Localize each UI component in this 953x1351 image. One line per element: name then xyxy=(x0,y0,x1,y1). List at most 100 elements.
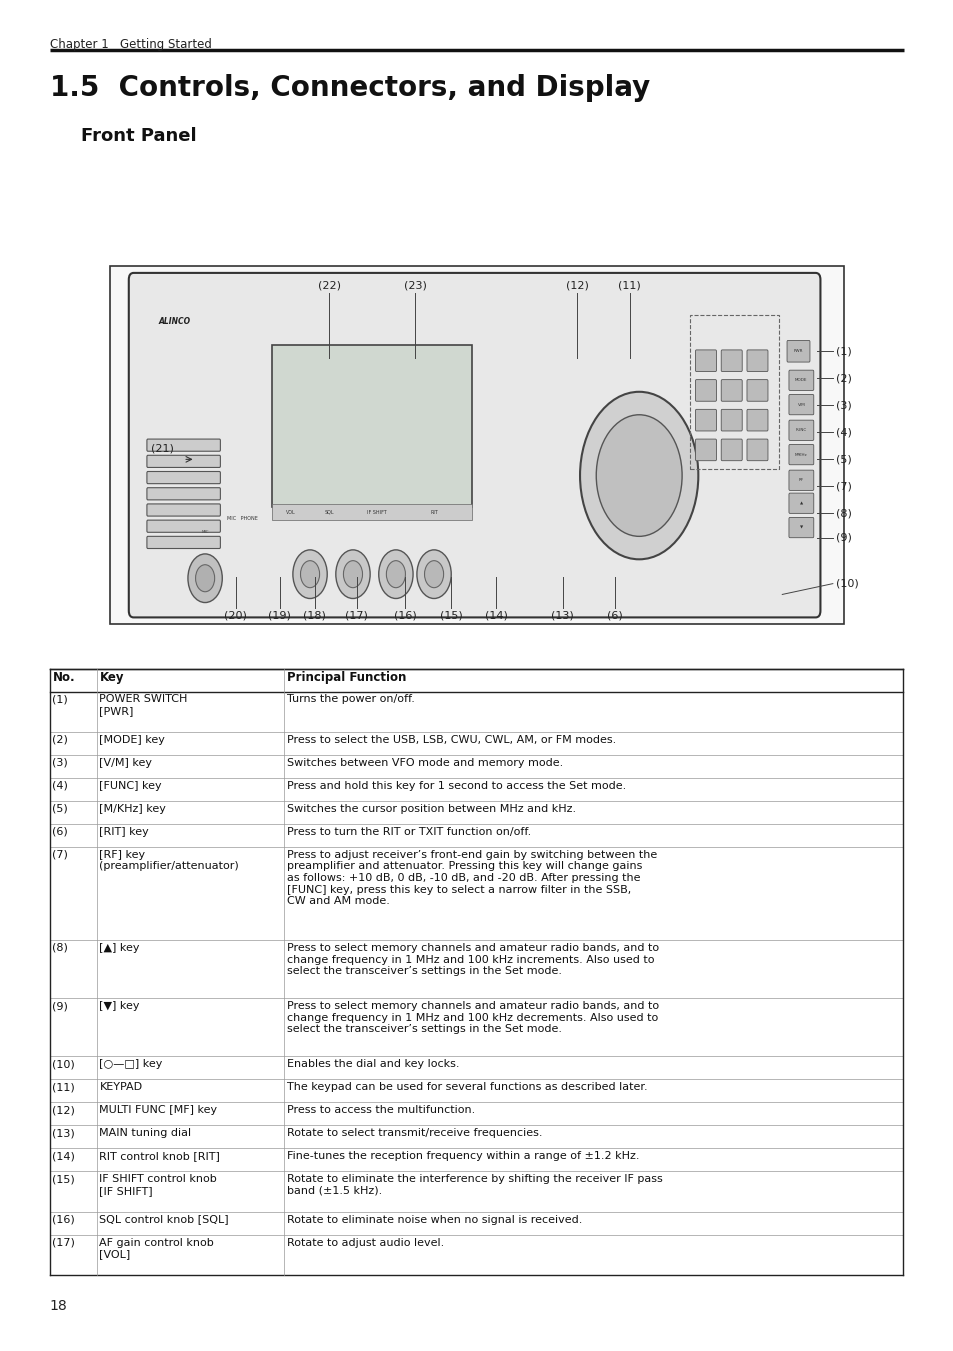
Circle shape xyxy=(343,561,362,588)
FancyBboxPatch shape xyxy=(695,439,716,461)
Text: [M/KHz] key: [M/KHz] key xyxy=(99,804,166,813)
FancyBboxPatch shape xyxy=(720,350,741,372)
Text: RIT control knob [RIT]: RIT control knob [RIT] xyxy=(99,1151,220,1161)
Text: Rotate to eliminate the interference by shifting the receiver IF pass
band (±1.5: Rotate to eliminate the interference by … xyxy=(287,1174,662,1196)
Text: PWR: PWR xyxy=(793,350,802,353)
Text: (2): (2) xyxy=(52,735,69,744)
Text: (15): (15) xyxy=(52,1174,75,1183)
Text: IF SHIFT: IF SHIFT xyxy=(367,509,386,515)
Text: POWER SWITCH
[PWR]: POWER SWITCH [PWR] xyxy=(99,694,188,716)
Text: MULTI FUNC [MF] key: MULTI FUNC [MF] key xyxy=(99,1105,217,1115)
FancyBboxPatch shape xyxy=(788,370,813,390)
Text: Switches the cursor position between MHz and kHz.: Switches the cursor position between MHz… xyxy=(287,804,576,813)
FancyBboxPatch shape xyxy=(746,409,767,431)
Text: MODE: MODE xyxy=(794,378,807,382)
FancyBboxPatch shape xyxy=(788,470,813,490)
Circle shape xyxy=(195,565,214,592)
Circle shape xyxy=(188,554,222,603)
Text: Press to select memory channels and amateur radio bands, and to
change frequency: Press to select memory channels and amat… xyxy=(287,1001,659,1035)
Circle shape xyxy=(386,561,405,588)
Text: (9): (9) xyxy=(835,532,851,543)
Text: (8): (8) xyxy=(52,943,69,952)
FancyBboxPatch shape xyxy=(147,439,220,451)
Text: (11): (11) xyxy=(618,281,640,290)
FancyBboxPatch shape xyxy=(746,439,767,461)
Text: 1.5  Controls, Connectors, and Display: 1.5 Controls, Connectors, and Display xyxy=(50,74,649,103)
Circle shape xyxy=(300,561,319,588)
Text: SQL: SQL xyxy=(324,509,334,515)
FancyBboxPatch shape xyxy=(147,488,220,500)
Circle shape xyxy=(596,415,681,536)
Text: (16): (16) xyxy=(394,611,416,620)
Text: (9): (9) xyxy=(52,1001,69,1011)
FancyBboxPatch shape xyxy=(788,493,813,513)
Text: RIT: RIT xyxy=(430,509,437,515)
Text: AF gain control knob
[VOL]: AF gain control knob [VOL] xyxy=(99,1238,214,1259)
FancyBboxPatch shape xyxy=(147,455,220,467)
FancyBboxPatch shape xyxy=(788,420,813,440)
FancyBboxPatch shape xyxy=(129,273,820,617)
Text: Press to select memory channels and amateur radio bands, and to
change frequency: Press to select memory channels and amat… xyxy=(287,943,659,977)
Text: (10): (10) xyxy=(52,1059,75,1069)
Text: VOL: VOL xyxy=(286,509,295,515)
Circle shape xyxy=(378,550,413,598)
Text: [▲] key: [▲] key xyxy=(99,943,140,952)
FancyBboxPatch shape xyxy=(788,517,813,538)
Text: [▼] key: [▼] key xyxy=(99,1001,140,1011)
Text: (5): (5) xyxy=(835,454,851,465)
FancyBboxPatch shape xyxy=(695,380,716,401)
FancyBboxPatch shape xyxy=(147,504,220,516)
FancyBboxPatch shape xyxy=(695,409,716,431)
Text: (8): (8) xyxy=(835,508,851,519)
Text: Rotate to eliminate noise when no signal is received.: Rotate to eliminate noise when no signal… xyxy=(287,1215,582,1224)
Text: Press to adjust receiver’s front-end gain by switching between the
preamplifier : Press to adjust receiver’s front-end gai… xyxy=(287,850,657,907)
Text: ALINCO: ALINCO xyxy=(158,317,191,326)
FancyBboxPatch shape xyxy=(788,394,813,415)
Circle shape xyxy=(335,550,370,598)
FancyBboxPatch shape xyxy=(746,350,767,372)
Text: Turns the power on/off.: Turns the power on/off. xyxy=(287,694,415,704)
Text: (3): (3) xyxy=(52,758,69,767)
Text: Chapter 1   Getting Started: Chapter 1 Getting Started xyxy=(50,38,212,51)
FancyBboxPatch shape xyxy=(720,409,741,431)
Bar xyxy=(272,504,472,520)
Text: (14): (14) xyxy=(484,611,507,620)
Text: Switches between VFO mode and memory mode.: Switches between VFO mode and memory mod… xyxy=(287,758,563,767)
Text: [FUNC] key: [FUNC] key xyxy=(99,781,162,790)
FancyBboxPatch shape xyxy=(695,350,716,372)
Text: (17): (17) xyxy=(52,1238,75,1247)
FancyBboxPatch shape xyxy=(272,345,472,507)
Text: (13): (13) xyxy=(551,611,574,620)
FancyBboxPatch shape xyxy=(786,340,809,362)
Text: M/KHz: M/KHz xyxy=(794,453,807,457)
Text: [RF] key
(preamplifier/attenuator): [RF] key (preamplifier/attenuator) xyxy=(99,850,239,871)
Text: ▼: ▼ xyxy=(799,526,802,530)
Text: Key: Key xyxy=(99,671,124,685)
Text: [○—□] key: [○—□] key xyxy=(99,1059,163,1069)
FancyBboxPatch shape xyxy=(147,471,220,484)
Text: (6): (6) xyxy=(607,611,622,620)
Text: MIC: MIC xyxy=(201,531,209,534)
Text: MAIN tuning dial: MAIN tuning dial xyxy=(99,1128,192,1138)
Text: (2): (2) xyxy=(835,373,851,384)
Circle shape xyxy=(293,550,327,598)
Text: KEYPAD: KEYPAD xyxy=(99,1082,142,1092)
Circle shape xyxy=(579,392,698,559)
Text: (11): (11) xyxy=(52,1082,75,1092)
FancyBboxPatch shape xyxy=(147,520,220,532)
Text: Press and hold this key for 1 second to access the Set mode.: Press and hold this key for 1 second to … xyxy=(287,781,626,790)
FancyBboxPatch shape xyxy=(788,444,813,465)
Circle shape xyxy=(416,550,451,598)
Text: SQL control knob [SQL]: SQL control knob [SQL] xyxy=(99,1215,229,1224)
Text: V/M: V/M xyxy=(797,403,804,407)
Text: (7): (7) xyxy=(52,850,69,859)
Text: Press to turn the RIT or TXIT function on/off.: Press to turn the RIT or TXIT function o… xyxy=(287,827,531,836)
Text: (1): (1) xyxy=(52,694,69,704)
Text: (22): (22) xyxy=(317,281,340,290)
Text: (1): (1) xyxy=(835,346,851,357)
Text: (12): (12) xyxy=(565,281,588,290)
Text: FUNC: FUNC xyxy=(795,428,806,432)
Text: (14): (14) xyxy=(52,1151,75,1161)
Text: ▲: ▲ xyxy=(799,501,802,505)
Text: Principal Function: Principal Function xyxy=(287,671,406,685)
